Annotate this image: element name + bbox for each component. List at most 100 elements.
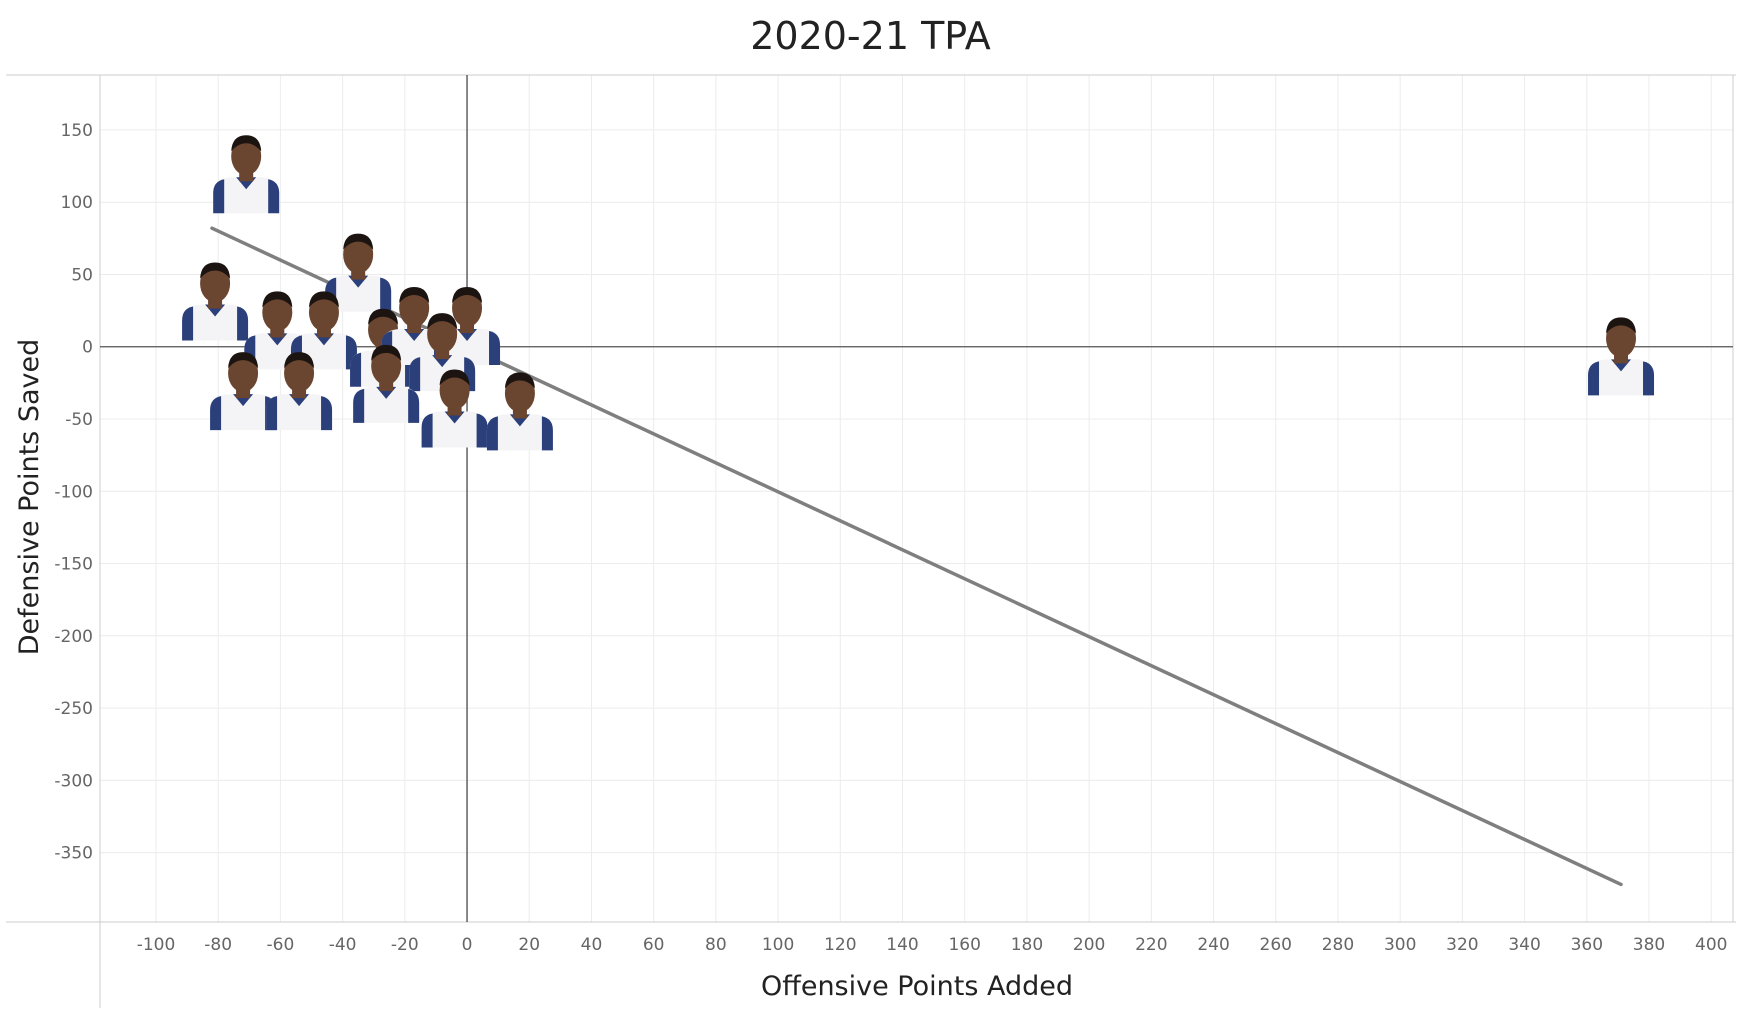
jersey-trim-right bbox=[489, 331, 501, 366]
head-shape bbox=[228, 354, 259, 393]
hair-shape bbox=[371, 344, 402, 361]
x-tick-label: 80 bbox=[705, 935, 727, 955]
hair-shape bbox=[228, 352, 259, 369]
jersey-shape bbox=[266, 394, 333, 431]
jersey-trim-left bbox=[182, 306, 194, 341]
y-tick-label: -250 bbox=[54, 699, 93, 719]
player-headshot-point bbox=[353, 344, 420, 423]
jersey-shape bbox=[182, 304, 249, 341]
player-headshot-point bbox=[266, 352, 333, 431]
hair-shape bbox=[231, 135, 262, 152]
jersey-trim-right bbox=[1643, 361, 1655, 396]
hair-shape bbox=[399, 287, 430, 304]
x-tick-label: 400 bbox=[1695, 935, 1727, 955]
head-shape bbox=[427, 315, 458, 354]
jersey-trim-left bbox=[409, 357, 421, 392]
x-tick-label: 140 bbox=[886, 935, 918, 955]
x-tick-label: -60 bbox=[267, 935, 295, 955]
jersey-trim-left bbox=[421, 413, 433, 448]
jersey-trim-left bbox=[213, 179, 225, 214]
x-tick-label: 280 bbox=[1322, 935, 1354, 955]
hair-shape bbox=[262, 291, 293, 308]
hair-shape bbox=[368, 308, 399, 325]
player-headshot-point bbox=[213, 135, 280, 214]
player-headshot-point bbox=[421, 369, 488, 448]
player-headshot-point bbox=[325, 233, 392, 312]
head-shape bbox=[308, 293, 339, 332]
y-tick-label: 50 bbox=[71, 265, 93, 285]
head-shape bbox=[504, 374, 535, 413]
head-shape bbox=[439, 371, 470, 410]
jersey-trim-right bbox=[476, 413, 488, 448]
x-tick-label: -100 bbox=[137, 935, 176, 955]
x-tick-label: 180 bbox=[1011, 935, 1043, 955]
x-tick-label: -80 bbox=[204, 935, 232, 955]
x-axis-title: Offensive Points Added bbox=[761, 971, 1073, 1002]
x-tick-label: 200 bbox=[1073, 935, 1105, 955]
y-tick-label: -300 bbox=[54, 771, 93, 791]
x-tick-label: 380 bbox=[1633, 935, 1665, 955]
head-shape bbox=[1606, 319, 1637, 358]
x-tick-label: 360 bbox=[1571, 935, 1603, 955]
x-tick-label: 340 bbox=[1508, 935, 1540, 955]
x-tick-label: 120 bbox=[824, 935, 856, 955]
hair-shape bbox=[284, 352, 315, 369]
hair-shape bbox=[343, 233, 374, 250]
hair-shape bbox=[1606, 317, 1637, 334]
y-tick-label: 0 bbox=[82, 338, 93, 358]
x-tick-label: 0 bbox=[462, 935, 473, 955]
labels-layer: -100 -80 -60 -40 -20 0 20 40 60 80 100 120 140 160 180… bbox=[54, 121, 1727, 955]
hair-shape bbox=[427, 313, 458, 330]
hair-shape bbox=[504, 372, 535, 389]
jersey-trim-left bbox=[353, 388, 365, 423]
x-tick-label: 20 bbox=[518, 935, 540, 955]
head-shape bbox=[262, 293, 293, 332]
x-tick-label: -40 bbox=[329, 935, 357, 955]
grid-layer bbox=[100, 75, 1733, 922]
hair-shape bbox=[200, 262, 231, 279]
trend-layer bbox=[210, 226, 1623, 887]
y-tick-label: 100 bbox=[61, 193, 93, 213]
jersey-trim-left bbox=[486, 416, 498, 451]
head-shape bbox=[399, 289, 430, 328]
axes-layer bbox=[6, 74, 1736, 1008]
head-shape bbox=[231, 137, 262, 176]
jersey-shape bbox=[353, 386, 420, 423]
head-shape bbox=[371, 346, 402, 385]
player-headshot-point bbox=[486, 372, 553, 451]
x-tick-label: 240 bbox=[1197, 935, 1229, 955]
player-headshot-point bbox=[1588, 317, 1655, 396]
jersey-trim-left bbox=[266, 396, 278, 431]
jersey-trim-right bbox=[321, 396, 333, 431]
head-shape bbox=[343, 235, 374, 274]
jersey-shape bbox=[486, 414, 553, 451]
hair-shape bbox=[452, 287, 483, 304]
x-tick-label: 220 bbox=[1135, 935, 1167, 955]
x-tick-label: 60 bbox=[643, 935, 665, 955]
y-tick-label: 150 bbox=[61, 121, 93, 141]
x-tick-label: 320 bbox=[1446, 935, 1478, 955]
jersey-shape bbox=[213, 177, 280, 214]
trend-line bbox=[210, 226, 1623, 887]
jersey-trim-right bbox=[237, 306, 249, 341]
hair-shape bbox=[439, 369, 470, 386]
x-tick-label: 300 bbox=[1384, 935, 1416, 955]
y-axis-title: Defensive Points Saved bbox=[14, 339, 45, 655]
jersey-shape bbox=[325, 275, 392, 312]
x-tick-label: -20 bbox=[391, 935, 419, 955]
jersey-trim-left bbox=[1588, 361, 1600, 396]
x-tick-label: 160 bbox=[948, 935, 980, 955]
points-layer bbox=[182, 135, 1655, 451]
head-shape bbox=[452, 289, 483, 328]
y-tick-label: -150 bbox=[54, 555, 93, 575]
chart-title: 2020-21 TPA bbox=[750, 14, 991, 58]
player-headshot-point bbox=[182, 262, 249, 341]
jersey-trim-right bbox=[268, 179, 280, 214]
y-tick-label: -50 bbox=[65, 410, 93, 430]
x-tick-label: 260 bbox=[1260, 935, 1292, 955]
jersey-shape bbox=[210, 394, 277, 431]
x-tick-label: 40 bbox=[581, 935, 603, 955]
x-tick-label: 100 bbox=[762, 935, 794, 955]
head-shape bbox=[200, 264, 231, 303]
